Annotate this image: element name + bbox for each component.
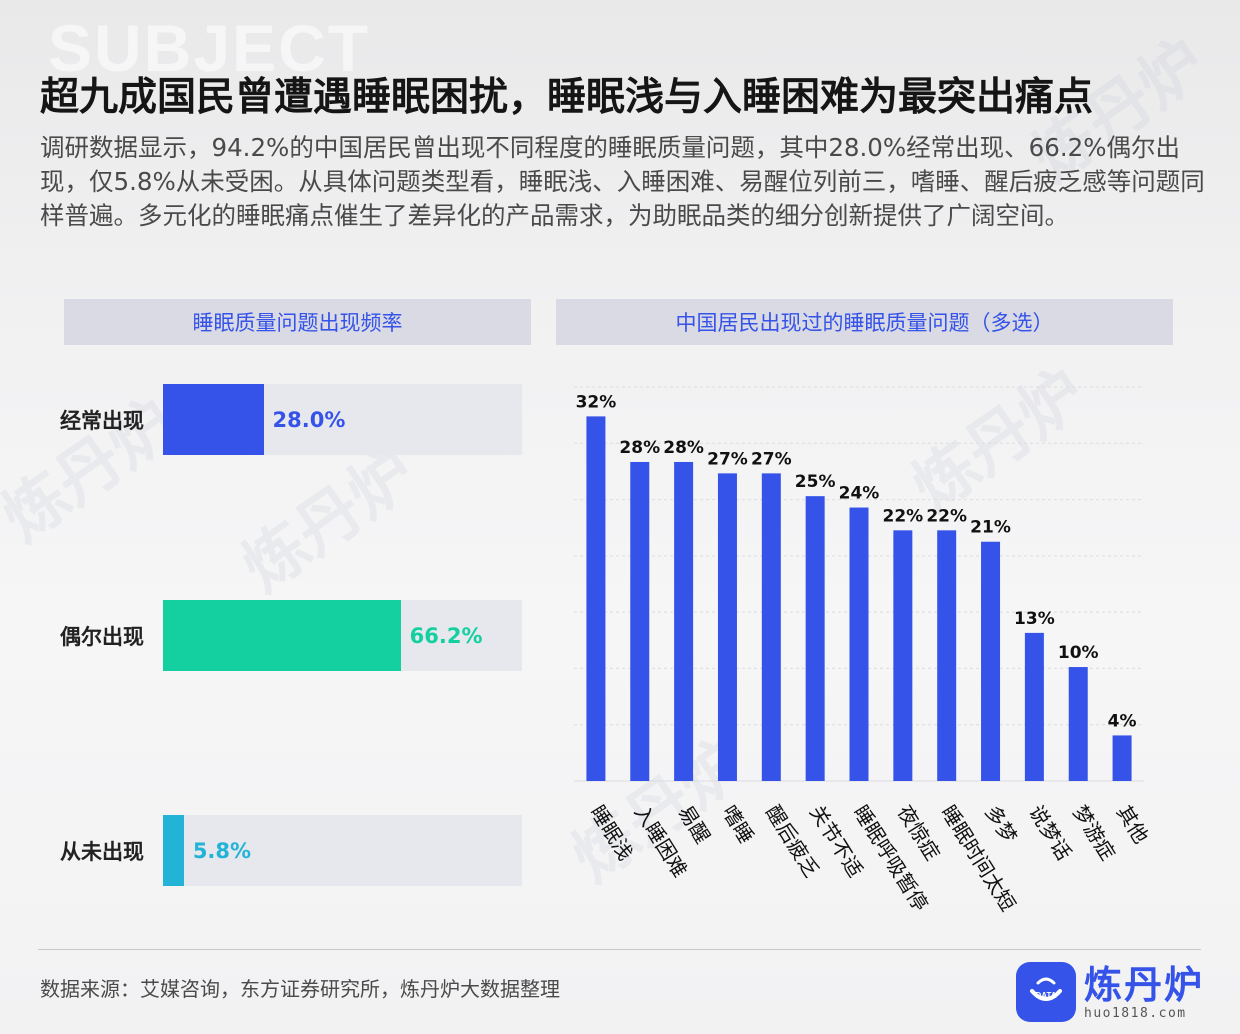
left-chart-title: 睡眠质量问题出现频率 — [64, 299, 531, 345]
page-description: 调研数据显示，94.2%的中国居民曾出现不同程度的睡眠质量问题，其中28.0%经… — [40, 133, 1205, 230]
problem-category-label: 睡眠浅 — [586, 801, 638, 865]
problem-bar — [1024, 632, 1044, 781]
problem-bar — [1112, 735, 1132, 781]
frequency-bar — [163, 815, 184, 886]
problem-bar — [1068, 667, 1088, 781]
frequency-category-label: 偶尔出现 — [60, 624, 144, 649]
problem-value-label: 32% — [576, 392, 617, 412]
problem-category-label: 易醒 — [673, 801, 715, 848]
logo-badge-text: DATA — [1035, 991, 1056, 1000]
logo-name: 炼丹炉 — [1084, 962, 1205, 1007]
problem-bar — [586, 416, 606, 781]
problem-value-label: 21% — [970, 518, 1011, 538]
problem-bar — [937, 530, 957, 781]
frequency-category-label: 经常出现 — [60, 408, 144, 433]
problem-bar — [893, 530, 913, 781]
logo-url: huo1818.com — [1084, 1005, 1187, 1021]
frequency-value-label: 5.8% — [192, 838, 252, 863]
problem-value-label: 10% — [1058, 643, 1099, 663]
footer-divider — [38, 949, 1201, 950]
problem-bar — [674, 461, 694, 781]
problem-category-label: 其他 — [1112, 801, 1154, 848]
problem-value-label: 4% — [1108, 711, 1137, 731]
problem-bar — [981, 541, 1001, 781]
frequency-value-label: 66.2% — [409, 623, 483, 648]
frequency-value-label: 28.0% — [272, 407, 346, 432]
brand-logo: DATA 炼丹炉 huo1818.com — [1016, 962, 1204, 1022]
problems-bar-chart: 32%睡眠浅28%入睡困难28%易醒27%嗜睡27%醒后疲乏25%关节不适24%… — [574, 386, 1154, 915]
right-chart-title: 中国居民出现过的睡眠质量问题（多选） — [556, 299, 1173, 345]
frequency-category-label: 从未出现 — [60, 839, 144, 864]
problem-value-label: 27% — [707, 449, 748, 469]
problem-category-label: 多梦 — [980, 801, 1022, 848]
problem-category-label: 说梦话 — [1024, 801, 1076, 865]
frequency-bar-track: 66.2% — [163, 600, 522, 671]
logo-icon: DATA — [1016, 962, 1076, 1022]
problem-value-label: 22% — [882, 506, 923, 526]
problem-category-label: 梦游症 — [1068, 801, 1120, 865]
frequency-bar-track: 5.8% — [163, 815, 522, 886]
problem-category-label: 嗜睡 — [717, 801, 759, 848]
frequency-bar-track: 28.0% — [163, 384, 522, 455]
problem-value-label: 25% — [795, 472, 836, 492]
problem-value-label: 28% — [619, 438, 660, 458]
problem-bar — [630, 461, 650, 781]
problem-value-label: 13% — [1014, 609, 1055, 629]
problem-bar — [717, 473, 737, 781]
data-source: 数据来源：艾媒咨询，东方证券研究所，炼丹炉大数据整理 — [40, 977, 560, 1001]
problem-bar — [761, 473, 781, 781]
problem-value-label: 24% — [839, 484, 880, 504]
problem-value-label: 28% — [663, 438, 704, 458]
background-watermark-word: SUBJECT — [48, 11, 371, 85]
page-title: 超九成国民曾遭遇睡眠困扰，睡眠浅与入睡困难为最突出痛点 — [40, 75, 1094, 120]
frequency-bar — [163, 600, 401, 671]
problem-bar — [849, 507, 869, 781]
problem-bar — [805, 496, 825, 781]
problem-value-label: 22% — [926, 506, 967, 526]
problem-value-label: 27% — [751, 449, 792, 469]
frequency-bar — [163, 384, 264, 455]
